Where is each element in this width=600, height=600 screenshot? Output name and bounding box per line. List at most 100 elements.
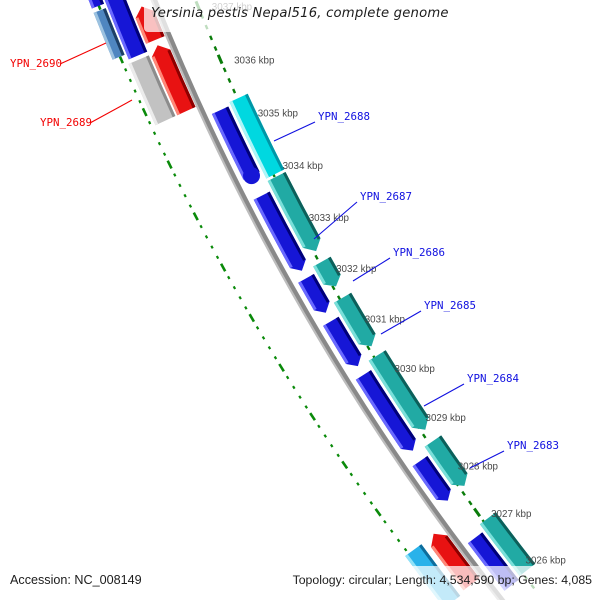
gene-arrow-YPN_2685-outer[interactable] [333,292,376,347]
ruler-minor-tick [173,173,177,177]
ruler-minor-tick [232,285,237,290]
ruler-minor-tick [304,405,309,409]
callout-leader-line [59,42,107,65]
gene-bar-steel-YPN_2690[interactable] [93,8,125,60]
gene-label[interactable]: YPN_2683 [507,439,559,452]
ruler-minor-tick [422,433,427,439]
gene-arrow-YPN_2686-outer[interactable] [313,256,341,287]
gene-bar-teal-bottom[interactable] [479,512,536,576]
gene-callout-YPN_2687[interactable]: YPN_2687 [313,190,412,240]
ruler-minor-tick [152,131,157,136]
gene-label[interactable]: YPN_2686 [393,246,445,259]
gene-label[interactable]: YPN_2687 [360,190,412,203]
ruler-major-tick [278,363,285,372]
ruler-minor-tick [461,490,466,496]
callout-leader-line [380,310,422,335]
ruler-major-tick [248,313,256,323]
callout-leader-line [273,121,316,142]
ruler-label-3035: 3035 kbp [258,109,299,120]
gene-arrow-YPN_2683-inner[interactable] [412,456,451,501]
gene-arrow-YPN_2688-inner[interactable] [211,106,260,185]
gene-callout-YPN_2689[interactable]: YPN_2689 [40,99,133,129]
ruler-minor-tick [222,67,227,73]
gene-arrow-YPN_2684-inner[interactable] [355,370,416,451]
gene-arrow-YPN_2687-inner[interactable] [253,191,306,271]
ruler-minor-tick [210,245,214,249]
ruler-major-tick [341,460,349,470]
ruler-minor-tick [323,434,328,438]
gene-callout-YPN_2686[interactable]: YPN_2686 [352,246,445,282]
gene-label[interactable]: YPN_2689 [40,116,92,129]
map-title: Yersinia pestis Nepal516, complete genom… [151,6,449,21]
ruler-minor-tick [209,35,214,41]
callout-leader-line [469,450,505,469]
ruler-label-3027: 3027 kbp [491,509,532,520]
gene-arrow-YPN_2687-outer[interactable] [267,172,321,252]
ruler-minor-tick [124,68,128,72]
ruler-minor-tick [199,224,203,229]
gene-callout-YPN_2690[interactable]: YPN_2690 [10,42,107,70]
ruler-label-3029: 3029 kbp [426,413,467,424]
ruler-label-3028: 3028 kbp [458,461,499,472]
ruler-label-3036: 3036 kbp [234,56,275,67]
ruler-minor-tick [273,355,278,360]
ruler-minor-tick [336,453,340,458]
gene-arrow-YPN_2684-outer[interactable] [368,350,429,430]
ruler-minor-tick [138,99,142,104]
outer-tick-line [95,1,429,580]
gene-label[interactable]: YPN_2684 [467,372,519,385]
ruler-major-tick [216,54,224,65]
ruler-minor-tick [369,501,374,505]
gene-bar-darkblue-top[interactable] [95,0,148,60]
gene-callout-YPN_2684[interactable]: YPN_2684 [423,372,519,407]
ruler-major-tick [166,160,173,169]
ruler-minor-tick [383,519,387,524]
ruler-minor-tick [468,500,473,506]
callout-leader-line [313,201,358,240]
gene-callout-YPN_2683[interactable]: YPN_2683 [469,439,559,469]
ruler-label-3032: 3032 kbp [336,264,377,275]
ruler-label-3033: 3033 kbp [309,213,350,224]
ruler-label-3034: 3034 kbp [283,161,324,172]
gene-bar-silver-YPN_2689[interactable] [128,55,176,126]
title-backdrop [144,0,474,32]
ruler-minor-tick [162,152,167,156]
ruler-minor-tick [183,193,187,198]
gene-callout-YPN_2685[interactable]: YPN_2685 [380,299,476,335]
ruler-minor-tick [285,375,290,380]
ruler-minor-tick [238,295,242,300]
gene-bar-navy-fragment-top[interactable] [81,0,104,9]
ruler-minor-tick [389,529,394,533]
gene-arrow-YPN_2688-outer[interactable] [229,93,285,179]
ruler-minor-tick [128,78,133,83]
ruler-minor-tick [244,306,248,310]
gene-label[interactable]: YPN_2688 [318,110,370,123]
ruler-major-tick [192,212,199,221]
callout-leader-line [352,257,391,282]
gene-label[interactable]: YPN_2690 [10,57,62,70]
ruler-minor-tick [215,255,220,260]
ruler-minor-tick [255,326,260,330]
genome-summary-text: Topology: circular; Length: 4,534,590 bp… [292,573,592,587]
ruler-label-3026: 3026 kbp [526,556,567,567]
ruler-minor-tick [331,285,336,291]
ruler-minor-tick [329,443,334,448]
gene-arrow-YPN_2685-inner[interactable] [323,316,362,367]
inner-tick-line [194,0,536,590]
gene-label[interactable]: YPN_2685 [424,299,476,312]
callout-leader-line [423,383,465,407]
ruler-minor-tick [366,345,371,351]
gene-callout-YPN_2688[interactable]: YPN_2688 [273,110,370,142]
ruler-minor-tick [403,547,408,552]
gene-arrow-YPN_2686-inner[interactable] [298,274,330,313]
gene-arrow-YPN_2683-outer[interactable] [424,435,468,486]
ruler-minor-tick [349,472,354,477]
ruler-major-tick [473,507,482,518]
gene-arrow-red-top-2[interactable] [151,45,196,116]
ruler-major-tick [374,508,382,517]
footer-backdrop [0,566,600,600]
ruler-minor-tick [292,385,296,390]
ruler-minor-tick [261,336,266,340]
ruler-minor-tick [317,424,321,429]
